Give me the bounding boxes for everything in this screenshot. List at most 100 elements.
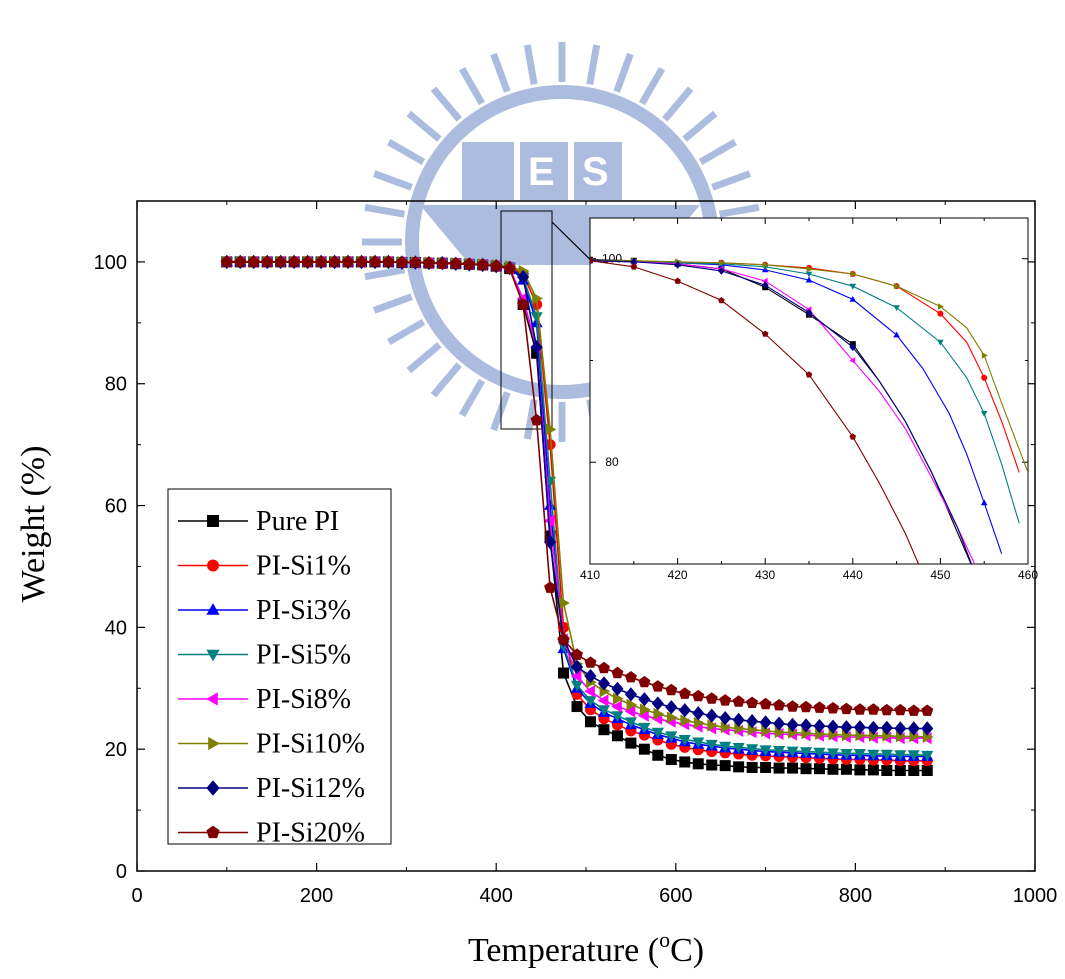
- data-point: [665, 683, 678, 696]
- inset-data-point: [981, 352, 988, 359]
- data-point: [840, 720, 853, 735]
- legend-entry: Pure PI: [178, 506, 339, 537]
- data-point: [746, 744, 759, 755]
- main-axis-ticks: 0 200 400 600 800 1000 0 20 40 60 80 100: [94, 201, 1057, 907]
- legend-swatch-marker: [206, 692, 218, 706]
- inset-data-point: [937, 339, 944, 346]
- inset-data-point: [630, 263, 638, 270]
- main-series-group: [220, 254, 934, 776]
- data-point: [908, 765, 920, 776]
- y-axis-title: Weight (%): [15, 446, 52, 603]
- data-point: [530, 312, 543, 324]
- data-point: [719, 760, 731, 772]
- zoom-region-box: [500, 210, 553, 430]
- data-point: [867, 720, 880, 735]
- data-point: [315, 255, 328, 267]
- data-point: [813, 718, 826, 734]
- data-point: [597, 661, 610, 674]
- legend-entry: PI-Si1%: [178, 551, 351, 582]
- data-point: [436, 257, 449, 269]
- data-point: [894, 721, 907, 736]
- data-point: [247, 255, 260, 267]
- data-point: [759, 697, 772, 710]
- data-point: [559, 597, 570, 609]
- inset-data-point: [805, 371, 813, 378]
- x-tick-label: 200: [300, 885, 333, 907]
- inset-data-point: [630, 257, 638, 266]
- inset-data-point: [849, 296, 857, 302]
- data-point: [759, 715, 772, 730]
- inset-y-tick-label: 100: [602, 252, 622, 266]
- legend-label: PI-Si3%: [256, 595, 351, 626]
- data-point: [867, 764, 879, 776]
- data-point: [800, 763, 812, 775]
- data-point: [611, 711, 624, 722]
- data-point: [301, 255, 314, 267]
- data-point: [234, 255, 247, 267]
- inset-data-point: [718, 267, 725, 275]
- data-point: [613, 692, 624, 705]
- x-tick-label: 400: [480, 885, 513, 907]
- data-point: [584, 685, 595, 698]
- inset-data-point: [761, 281, 769, 290]
- data-point: [611, 681, 624, 696]
- data-point: [692, 706, 705, 721]
- data-point: [638, 675, 651, 688]
- data-point: [773, 699, 786, 711]
- data-point: [463, 258, 476, 270]
- legend-label: PI-Si5%: [256, 640, 351, 671]
- inset-series-pi-si20-: [590, 257, 920, 564]
- legend-entry: PI-Si8%: [178, 684, 351, 715]
- inset-x-tick-label: 420: [668, 568, 688, 582]
- y-tick-label: 100: [94, 252, 127, 274]
- data-point: [517, 270, 530, 285]
- data-point: [476, 258, 489, 271]
- data-point: [881, 765, 893, 776]
- data-point: [651, 680, 664, 692]
- data-point: [638, 743, 650, 755]
- inset-data-point: [719, 259, 725, 267]
- data-point: [894, 765, 906, 776]
- inset-data-point: [761, 330, 769, 337]
- data-point: [774, 726, 786, 739]
- y-tick-label: 40: [105, 617, 127, 639]
- data-point: [545, 423, 557, 436]
- data-point: [638, 722, 651, 734]
- inset-series-line: [590, 260, 976, 564]
- data-point: [733, 761, 745, 773]
- data-point: [395, 256, 408, 268]
- data-point: [840, 749, 853, 760]
- data-point: [355, 255, 368, 267]
- data-point: [853, 703, 866, 715]
- inset-data-point: [980, 499, 988, 506]
- data-point: [921, 704, 934, 716]
- data-point: [640, 703, 651, 716]
- data-point: [584, 716, 596, 728]
- legend-swatch-marker: [206, 780, 220, 796]
- inset-data-point: [849, 343, 857, 352]
- data-point: [544, 534, 557, 550]
- data-point: [409, 256, 422, 268]
- data-point: [800, 718, 813, 733]
- legend-swatch-marker: [207, 559, 219, 572]
- inset-data-point: [894, 282, 900, 290]
- data-point: [597, 694, 609, 707]
- data-point: [652, 749, 664, 761]
- data-point: [922, 731, 934, 743]
- data-point: [719, 694, 732, 706]
- data-point: [746, 714, 759, 729]
- inset-x-tick-label: 450: [930, 568, 950, 582]
- data-point: [732, 712, 745, 728]
- data-point: [680, 714, 692, 727]
- series-pi-si20-: [220, 255, 934, 716]
- data-point: [719, 741, 732, 753]
- data-point: [826, 719, 839, 734]
- data-point: [544, 581, 557, 593]
- data-point: [705, 708, 718, 723]
- data-point: [584, 668, 597, 684]
- inset-series-group: [590, 256, 1028, 564]
- data-point: [719, 711, 732, 726]
- data-point: [786, 700, 799, 712]
- data-point: [840, 763, 852, 775]
